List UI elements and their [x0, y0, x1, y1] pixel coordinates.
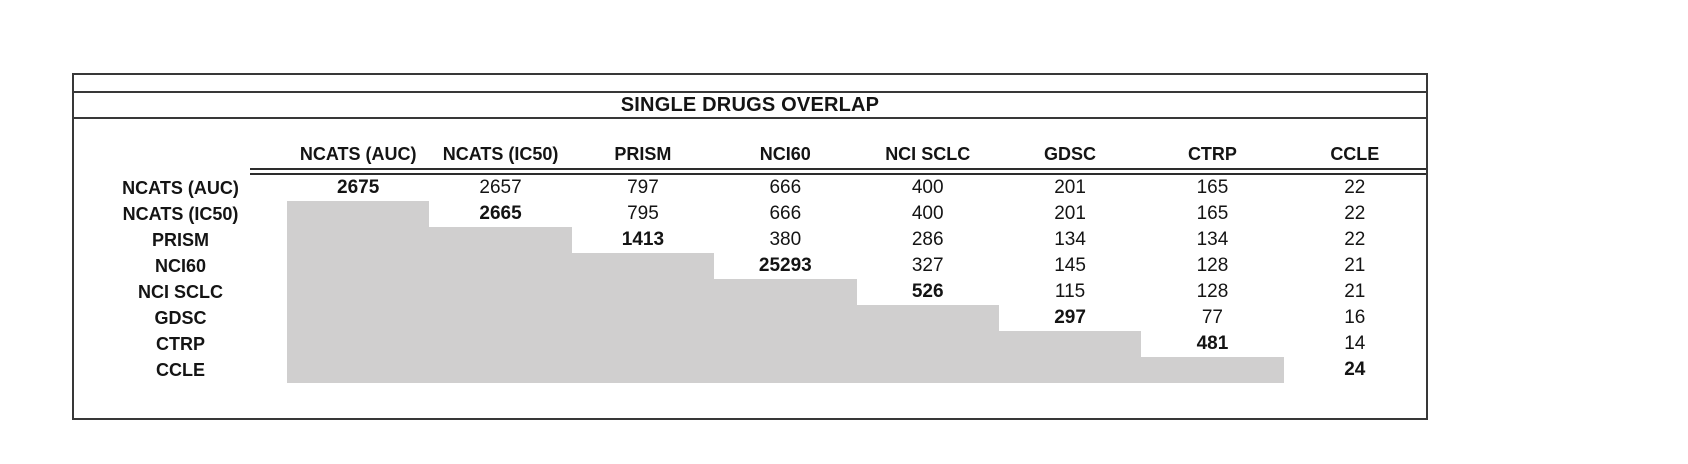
matrix-cell: 134 — [1196, 229, 1229, 250]
column-header: GDSC — [1044, 144, 1097, 164]
row-label: NCI SCLC — [138, 281, 223, 302]
matrix-cell: 1413 — [621, 229, 665, 250]
row-label: GDSC — [154, 307, 207, 328]
column-header: NCATS (IC50) — [442, 144, 559, 164]
column-header: NCI SCLC — [885, 144, 971, 164]
matrix-cell: 380 — [769, 229, 802, 250]
matrix-cell — [429, 279, 572, 305]
matrix-area: NCATS (AUC) NCATS (IC50) PRISM NCI60 NCI SCL… — [74, 119, 1426, 416]
matrix-cell: 795 — [627, 203, 659, 224]
matrix-cell: 24 — [1344, 359, 1366, 380]
matrix-cell: 526 — [911, 281, 944, 302]
matrix-cell: 115 — [1054, 281, 1086, 302]
table-title: SINGLE DRUGS OVERLAP — [620, 93, 880, 116]
matrix-cell — [287, 253, 430, 279]
matrix-cell: 400 — [911, 177, 944, 198]
matrix-cell: 21 — [1344, 281, 1366, 302]
matrix-cell — [856, 331, 999, 357]
matrix-cell — [571, 279, 715, 305]
matrix-cell: 327 — [911, 255, 944, 276]
column-header: NCI60 — [759, 144, 811, 164]
matrix-cell: 481 — [1196, 333, 1229, 354]
matrix-cell: 145 — [1054, 255, 1086, 276]
matrix-cell — [429, 357, 572, 383]
corner-cell — [74, 119, 287, 175]
matrix-cell — [856, 357, 999, 383]
matrix-cell: 666 — [769, 203, 802, 224]
matrix-cell — [429, 227, 572, 253]
table-top-strip — [74, 75, 1426, 93]
row-label: NCATS (IC50) — [122, 203, 239, 224]
matrix-cell — [714, 279, 857, 305]
matrix-cell: 77 — [1201, 307, 1223, 328]
matrix-cell: 666 — [769, 177, 802, 198]
matrix-cell: 22 — [1344, 203, 1366, 224]
matrix-cell — [287, 201, 430, 227]
matrix-cell — [287, 227, 430, 253]
matrix-cell: 201 — [1054, 177, 1086, 198]
row-label: CTRP — [156, 333, 205, 354]
column-header: PRISM — [614, 144, 672, 164]
matrix-cell — [287, 357, 430, 383]
matrix-cell: 165 — [1196, 203, 1229, 224]
matrix-cell — [287, 279, 430, 305]
matrix-cell: 14 — [1344, 333, 1366, 354]
matrix-cell: 2675 — [337, 177, 380, 198]
row-label: NCI60 — [154, 255, 207, 276]
matrix-cell — [571, 357, 715, 383]
matrix-cell — [429, 305, 572, 331]
column-header: CTRP — [1187, 144, 1237, 164]
matrix-cell: 400 — [911, 203, 944, 224]
matrix-cell — [571, 253, 715, 279]
matrix-cell: 25293 — [758, 255, 812, 276]
matrix-cell — [998, 331, 1142, 357]
row-label: CCLE — [156, 359, 205, 380]
matrix-cell — [998, 357, 1142, 383]
matrix-cell: 134 — [1054, 229, 1086, 250]
matrix-cell — [571, 331, 715, 357]
matrix-cell: 797 — [627, 177, 659, 198]
matrix-cell: 2665 — [479, 203, 522, 224]
matrix-cell: 128 — [1196, 281, 1229, 302]
overlap-matrix-grid: NCATS (AUC) NCATS (IC50) PRISM NCI60 NCI SCL… — [74, 119, 1426, 416]
table-title-row: SINGLE DRUGS OVERLAP — [74, 93, 1426, 119]
matrix-cell — [714, 357, 857, 383]
matrix-cell: 2657 — [479, 177, 522, 198]
matrix-cell: 128 — [1196, 255, 1229, 276]
matrix-cell: 22 — [1344, 177, 1366, 198]
column-header: NCATS (AUC) — [299, 144, 417, 164]
matrix-cell: 16 — [1344, 307, 1366, 328]
matrix-cell: 21 — [1344, 255, 1366, 276]
matrix-cell: 297 — [1054, 307, 1086, 328]
matrix-cell — [429, 331, 572, 357]
matrix-cell: 201 — [1054, 203, 1086, 224]
matrix-cell — [571, 305, 715, 331]
matrix-cell — [429, 253, 572, 279]
column-header: CCLE — [1330, 144, 1380, 164]
row-label: NCATS (AUC) — [122, 177, 239, 198]
header-underline-rule — [250, 168, 1426, 175]
single-drugs-overlap-table: SINGLE DRUGS OVERLAP NCATS (AUC) NCATS (I… — [72, 73, 1428, 420]
matrix-cell — [714, 331, 857, 357]
matrix-cell — [856, 305, 999, 331]
row-label: PRISM — [151, 229, 209, 250]
matrix-cell: 165 — [1196, 177, 1229, 198]
matrix-cell — [287, 305, 430, 331]
matrix-cell: 22 — [1344, 229, 1366, 250]
matrix-cell: 286 — [911, 229, 944, 250]
matrix-cell — [714, 305, 857, 331]
matrix-cell — [1141, 357, 1284, 383]
matrix-cell — [287, 331, 430, 357]
